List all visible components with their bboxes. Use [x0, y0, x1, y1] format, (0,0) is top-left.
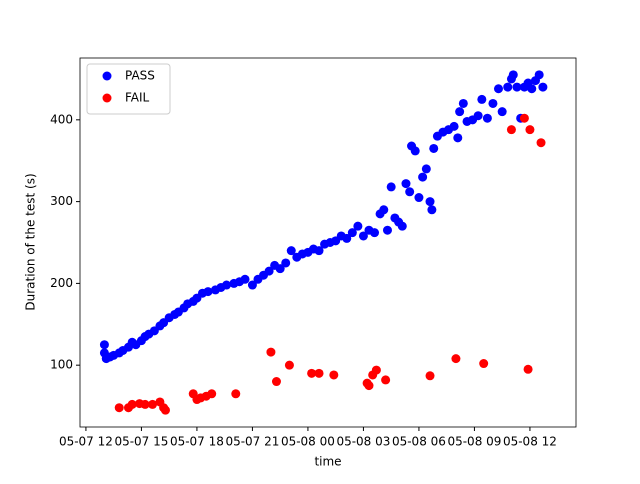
x-tick-label: 05-08 03: [336, 435, 390, 449]
point: [240, 274, 250, 284]
point: [421, 164, 431, 174]
point: [451, 354, 461, 364]
point: [264, 266, 274, 276]
point: [477, 94, 487, 104]
point: [508, 70, 518, 80]
point: [405, 187, 415, 197]
point: [519, 113, 529, 123]
point: [523, 364, 533, 374]
x-tick-label: 05-08 09: [447, 435, 501, 449]
point: [482, 113, 492, 123]
point: [401, 179, 411, 189]
y-tick-label: 200: [50, 276, 73, 290]
point: [418, 172, 428, 182]
point: [503, 82, 513, 92]
point: [364, 381, 374, 391]
point: [427, 205, 437, 215]
point: [353, 221, 363, 231]
point: [247, 280, 257, 290]
point: [449, 121, 459, 131]
point: [148, 399, 158, 409]
point: [286, 246, 296, 256]
legend-label: FAIL: [125, 91, 150, 105]
point: [386, 182, 396, 192]
y-tick-label: 400: [50, 112, 73, 126]
point: [455, 107, 465, 117]
point: [506, 125, 516, 135]
point: [160, 405, 170, 415]
x-tick-label: 05-07 15: [114, 435, 168, 449]
point: [358, 231, 368, 241]
point: [429, 143, 439, 153]
x-tick-label: 05-07 18: [170, 435, 224, 449]
point: [370, 228, 380, 238]
legend-marker: [102, 71, 112, 81]
point: [493, 84, 503, 94]
point: [538, 82, 548, 92]
point: [397, 221, 407, 231]
x-tick-label: 05-07 12: [59, 435, 113, 449]
point: [271, 377, 281, 387]
point: [479, 359, 489, 369]
point: [342, 233, 352, 243]
point: [425, 197, 435, 207]
point: [458, 98, 468, 108]
point: [414, 193, 424, 203]
legend-marker: [102, 93, 112, 103]
point: [284, 360, 294, 370]
point: [314, 246, 324, 256]
point: [488, 98, 498, 108]
point: [314, 368, 324, 378]
point: [222, 280, 232, 290]
point: [473, 111, 483, 121]
point: [371, 365, 381, 375]
x-tick-label: 05-08 12: [503, 435, 557, 449]
point: [410, 146, 420, 156]
y-axis-label: Duration of the test (s): [24, 173, 38, 310]
point: [114, 403, 124, 413]
x-axis-label: time: [314, 455, 341, 469]
point: [381, 375, 391, 385]
point: [231, 389, 241, 399]
point: [140, 399, 150, 409]
point: [281, 258, 291, 268]
point: [382, 225, 392, 235]
x-tick-label: 05-07 21: [225, 435, 279, 449]
point: [497, 107, 507, 117]
point: [99, 340, 109, 350]
y-tick-label: 100: [50, 358, 73, 372]
point: [266, 347, 276, 357]
point: [347, 228, 357, 238]
point: [207, 389, 217, 399]
x-tick-label: 05-08 00: [281, 435, 335, 449]
point: [127, 399, 137, 409]
point: [379, 205, 389, 215]
point: [525, 125, 535, 135]
point: [329, 370, 339, 380]
legend-label: PASS: [125, 69, 155, 83]
y-tick-label: 300: [50, 194, 73, 208]
point: [536, 138, 546, 148]
point: [275, 264, 285, 274]
point: [203, 287, 213, 297]
point: [453, 133, 463, 143]
point: [425, 371, 435, 381]
point: [512, 82, 522, 92]
point: [534, 70, 544, 80]
x-tick-label: 05-08 06: [392, 435, 446, 449]
plot-frame: [79, 57, 577, 428]
point: [307, 368, 317, 378]
point: [527, 84, 537, 94]
